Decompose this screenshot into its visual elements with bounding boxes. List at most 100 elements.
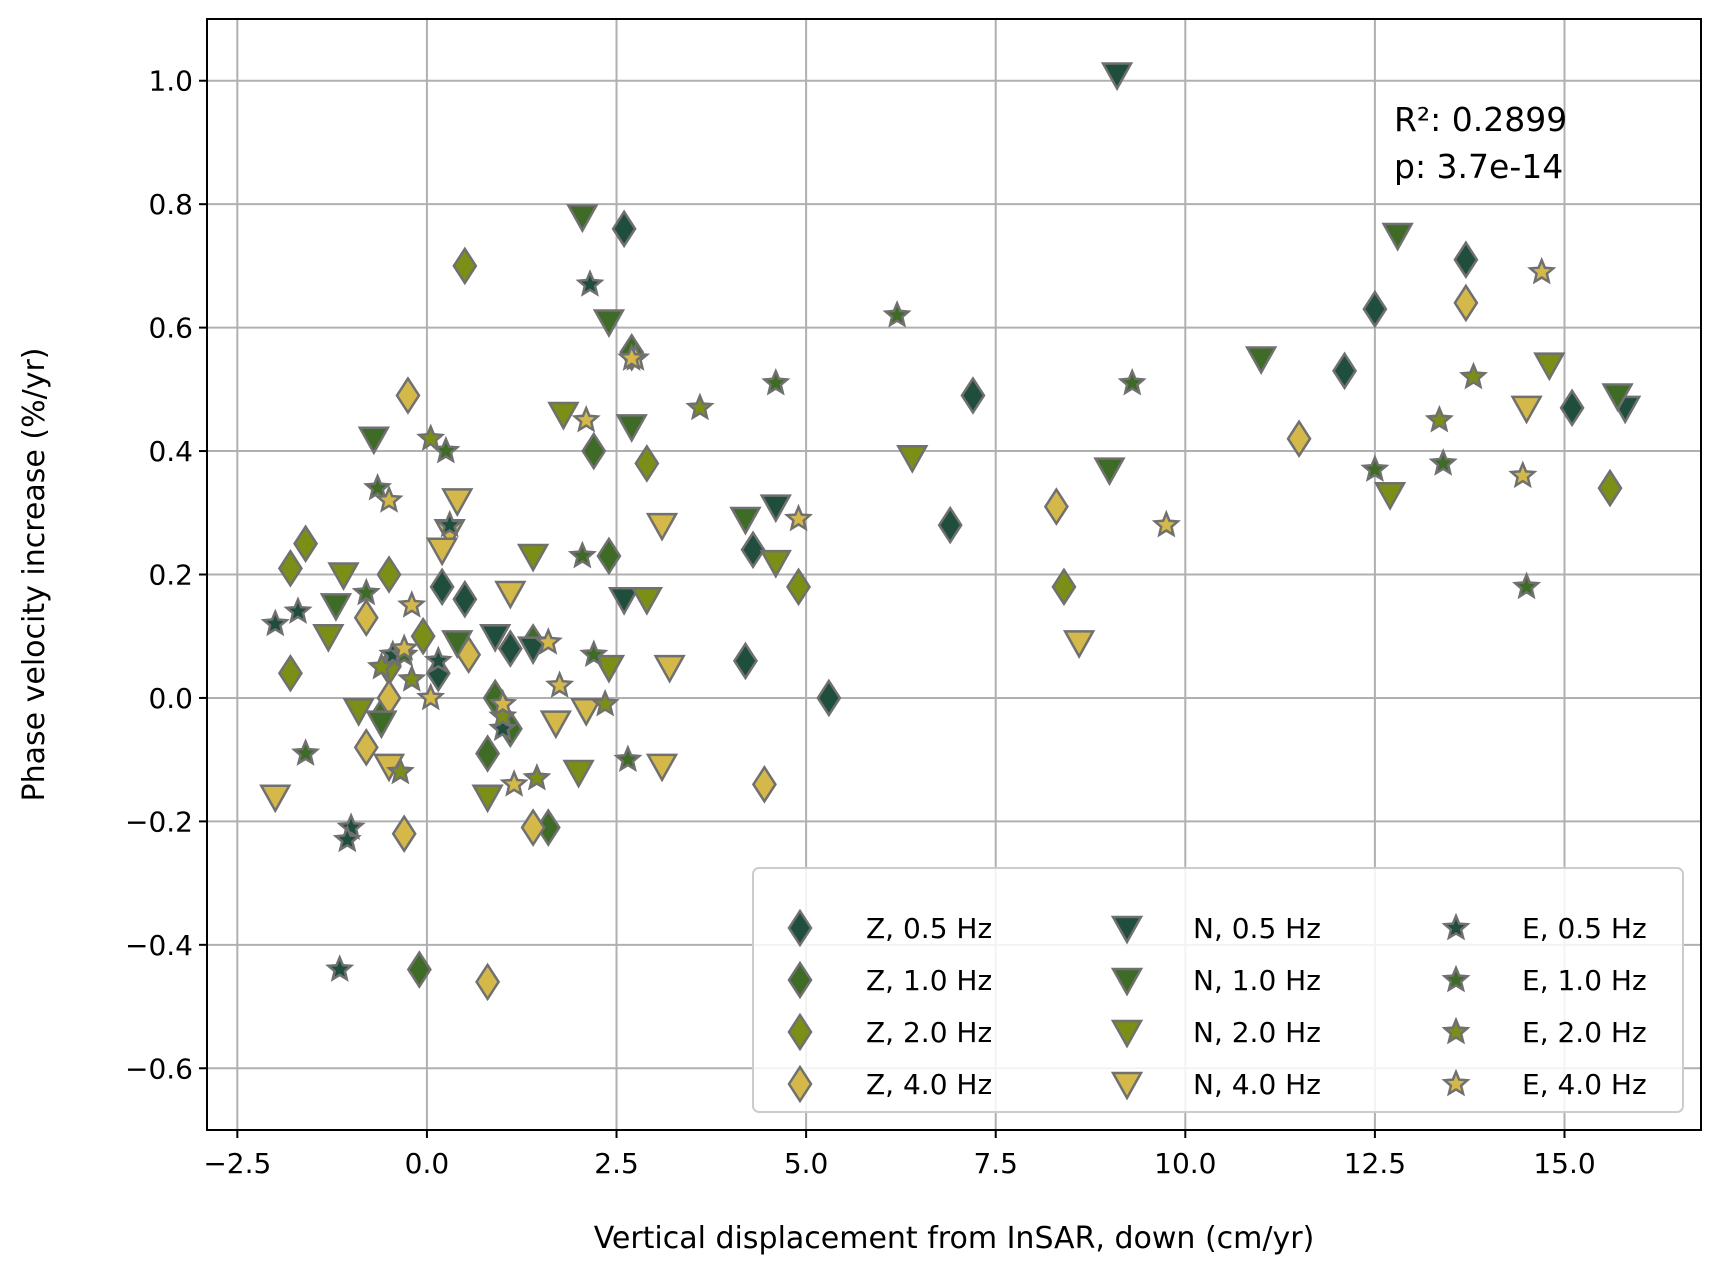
legend-item: N, 4.0 Hz — [1110, 1068, 1321, 1101]
legend-item: Z, 4.0 Hz — [787, 1064, 992, 1104]
data-point — [516, 636, 550, 666]
data-point — [596, 536, 622, 576]
series-n-2-0-hz — [312, 352, 1566, 814]
data-point — [471, 784, 504, 814]
data-point — [494, 580, 527, 610]
data-point — [545, 670, 575, 698]
data-point — [590, 688, 620, 717]
data-point — [1151, 509, 1181, 538]
legend-marker — [787, 960, 813, 1000]
data-point — [479, 623, 512, 653]
data-point — [332, 824, 362, 853]
data-point — [1286, 419, 1312, 459]
legend-marker — [1441, 1016, 1471, 1045]
data-point — [1559, 388, 1585, 428]
x-tick-label: −2.5 — [203, 1147, 271, 1180]
data-point — [423, 645, 453, 674]
data-point — [1245, 346, 1278, 376]
data-point — [562, 759, 595, 789]
data-point — [816, 678, 842, 718]
legend-marker — [1110, 967, 1144, 997]
data-point — [488, 701, 518, 729]
data-point — [452, 579, 478, 619]
data-point — [327, 562, 360, 592]
data-point — [607, 586, 641, 616]
data-point — [325, 954, 355, 982]
y-tick-label: 0.4 — [148, 435, 193, 468]
data-point — [645, 512, 679, 542]
series-z-4-0-hz — [353, 283, 1479, 1002]
data-point — [416, 682, 446, 711]
legend-label: Z, 4.0 Hz — [866, 1068, 992, 1101]
y-tick-label: 0.0 — [148, 682, 193, 715]
data-points — [259, 62, 1642, 1002]
x-tick-label: 5.0 — [784, 1147, 829, 1180]
data-point — [960, 376, 986, 415]
legend-label: E, 1.0 Hz — [1522, 964, 1647, 997]
data-point — [759, 549, 792, 579]
x-tick-label: 0.0 — [405, 1147, 450, 1180]
y-tick-label: 0.6 — [148, 312, 193, 345]
legend-label: Z, 0.5 Hz — [866, 912, 992, 945]
data-point — [1051, 567, 1077, 607]
legend-item: E, 1.0 Hz — [1441, 964, 1647, 997]
data-point — [385, 756, 415, 785]
data-point — [1453, 240, 1479, 280]
legend-item: E, 0.5 Hz — [1441, 912, 1647, 945]
data-point — [1453, 283, 1479, 323]
y-tick-label: −0.6 — [125, 1052, 193, 1085]
data-point — [410, 616, 436, 656]
data-point — [566, 204, 599, 234]
data-point — [522, 762, 552, 791]
x-tick-label: 2.5 — [594, 1147, 639, 1180]
data-point — [751, 765, 777, 804]
data-point — [882, 300, 912, 328]
data-point — [761, 367, 791, 396]
x-tick-label: 12.5 — [1344, 1147, 1406, 1180]
r-squared-annotation: R²: 0.2899 — [1394, 100, 1567, 139]
x-tick-label: 10.0 — [1154, 1147, 1216, 1180]
data-point — [896, 444, 929, 474]
data-point — [729, 506, 762, 536]
data-point — [575, 269, 605, 297]
data-point — [425, 537, 459, 567]
legend-label: N, 2.0 Hz — [1193, 1016, 1321, 1049]
data-point — [406, 950, 432, 989]
legend-item: Z, 0.5 Hz — [787, 908, 992, 948]
data-point — [1093, 457, 1126, 487]
data-point — [351, 577, 381, 606]
data-point — [634, 444, 660, 483]
data-point — [567, 540, 597, 569]
data-point — [685, 392, 715, 421]
series-e-1-0-hz — [291, 300, 1542, 773]
legend-marker — [1441, 912, 1471, 941]
legend-label: N, 0.5 Hz — [1193, 912, 1321, 945]
legend-item: Z, 1.0 Hz — [787, 960, 992, 1000]
legend-marker — [1441, 1068, 1471, 1097]
data-point — [1512, 571, 1542, 600]
legend-item: N, 0.5 Hz — [1110, 912, 1321, 945]
data-point — [363, 472, 393, 501]
series-z-0-5-hz — [425, 209, 1585, 718]
data-point — [1533, 352, 1566, 382]
data-point — [617, 343, 647, 371]
data-point — [759, 494, 792, 524]
data-point — [579, 639, 609, 668]
data-point — [1117, 367, 1147, 396]
data-point — [319, 593, 353, 622]
data-point — [533, 627, 563, 655]
legend-marker — [1441, 964, 1471, 993]
data-point — [441, 488, 474, 517]
legend-item: N, 2.0 Hz — [1110, 1016, 1321, 1049]
grid-lines — [207, 19, 1701, 1130]
y-tick-label: −0.4 — [125, 929, 193, 962]
data-point — [1424, 404, 1454, 433]
data-point — [615, 414, 648, 443]
data-point — [283, 596, 313, 624]
data-point — [1601, 383, 1634, 413]
data-point — [592, 309, 626, 338]
data-point — [1428, 448, 1458, 476]
data-point — [488, 688, 518, 717]
x-tick-label: 7.5 — [973, 1147, 1018, 1180]
